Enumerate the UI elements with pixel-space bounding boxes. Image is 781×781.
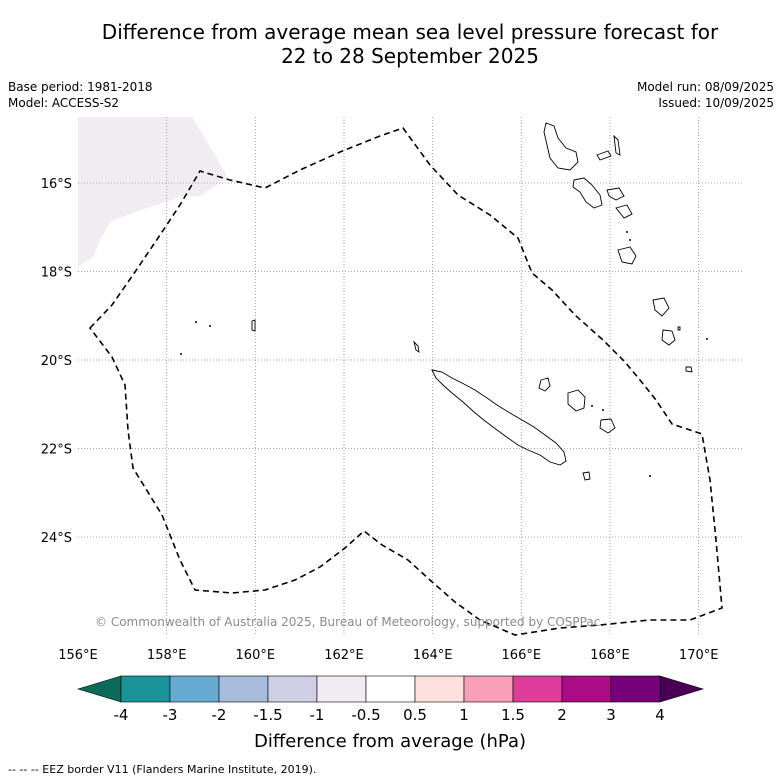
vanuatu-efate <box>617 246 637 265</box>
colorbar-tick-label: 1 <box>459 706 469 724</box>
issued-date: Issued: 10/09/2025 <box>658 96 774 110</box>
gridlines <box>78 117 743 635</box>
colorbar-tick-label: -3 <box>163 706 178 724</box>
loyalty-island-mare <box>599 418 616 434</box>
lat-tick-label: 18°S <box>41 266 72 281</box>
islet-dot <box>626 231 628 233</box>
colorbar-box <box>561 675 612 703</box>
colorbar-tick-label: -4 <box>114 706 129 724</box>
title-line-1: Difference from average mean sea level p… <box>101 20 719 44</box>
colorbar-over-arrow <box>659 675 705 703</box>
colorbar-boxes <box>120 675 661 703</box>
new-caledonia-island <box>431 369 567 466</box>
vanuatu-ambae <box>596 150 612 161</box>
colorbar-box <box>267 675 318 703</box>
vanuatu-maewo <box>613 134 621 156</box>
islet-dot <box>209 325 211 327</box>
vanuatu-tanna <box>661 329 676 346</box>
lon-tick-label: 162°E <box>324 648 364 663</box>
lon-tick-label: 166°E <box>502 648 542 663</box>
belep-islands <box>413 340 420 353</box>
map-background <box>78 117 743 635</box>
islands <box>251 122 693 481</box>
colorbar: -4 -3 -2 -1.5 -1 -0.5 0.5 1 1.5 2 3 4 Difference fr… <box>76 675 705 752</box>
colorbar-box <box>120 675 171 703</box>
lat-tick-label: 20°S <box>41 354 72 369</box>
vanuatu-epi <box>615 204 633 219</box>
colorbar-tick-label: -1 <box>310 706 325 724</box>
colorbar-box <box>512 675 563 703</box>
lon-tick-label: 170°E <box>679 648 719 663</box>
map-panel: © Commonwealth of Australia 2025, Bureau… <box>78 117 743 636</box>
model-name: Model: ACCESS-S2 <box>8 96 120 110</box>
model-run: Model run: 08/09/2025 <box>636 80 774 94</box>
colorbar-box <box>365 675 416 703</box>
islet-dot <box>591 405 593 407</box>
isle-of-pines <box>582 471 591 481</box>
map-title: Difference from average mean sea level p… <box>40 20 780 68</box>
pressure-anomaly-region <box>78 117 228 267</box>
islet-dot <box>649 475 651 477</box>
title-line-2: 22 to 28 September 2025 <box>281 44 539 68</box>
colorbar-tick-label: -0.5 <box>351 706 380 724</box>
colorbar-tick-label: 1.5 <box>501 706 525 724</box>
colorbar-tick-label: 2 <box>557 706 567 724</box>
lon-tick-label: 164°E <box>413 648 453 663</box>
small-islet-east <box>677 326 681 331</box>
lat-tick-labels: 16°S 18°S 20°S 22°S 24°S <box>41 177 72 546</box>
colorbar-tick-label: -2 <box>212 706 227 724</box>
loyalty-island-lifou <box>567 389 586 412</box>
colorbar-box <box>169 675 220 703</box>
vanuatu-pentecost-ambrym <box>606 187 625 201</box>
islet-dots <box>180 231 708 477</box>
lat-tick-label: 24°S <box>41 531 72 546</box>
islet-dot <box>629 239 631 241</box>
lat-tick-label: 22°S <box>41 443 72 458</box>
chesterfield-islet <box>251 319 256 332</box>
base-period: Base period: 1981-2018 <box>8 80 153 94</box>
vanuatu-erromango <box>652 297 670 317</box>
meta-left: Base period: 1981-2018 Model: ACCESS-S2 <box>8 79 153 111</box>
colorbar-tick-label: -1.5 <box>253 706 282 724</box>
colorbar-box <box>218 675 269 703</box>
colorbar-box <box>414 675 465 703</box>
vanuatu-aneityum <box>685 366 693 373</box>
lon-tick-label: 158°E <box>147 648 187 663</box>
meta-right: Model run: 08/09/2025 Issued: 10/09/2025 <box>637 79 774 111</box>
colorbar-box <box>463 675 514 703</box>
loyalty-island-ouvea <box>538 377 551 392</box>
islet-dot <box>180 353 182 355</box>
islet-dot <box>602 409 604 411</box>
colorbar-label: Difference from average (hPa) <box>254 731 526 752</box>
islet-dot <box>195 321 197 323</box>
lon-tick-label: 168°E <box>590 648 630 663</box>
colorbar-under-arrow <box>76 675 122 703</box>
eez-footnote: -- -- -- EEZ border V11 (Flanders Marine… <box>8 763 317 776</box>
lat-tick-label: 16°S <box>41 177 72 192</box>
islet-dot <box>706 338 708 340</box>
vanuatu-malekula <box>572 177 603 209</box>
lon-tick-labels: 156°E 158°E 160°E 162°E 164°E 166°E 168°… <box>58 648 718 663</box>
lon-tick-label: 156°E <box>58 648 98 663</box>
copyright-text: © Commonwealth of Australia 2025, Bureau… <box>95 615 600 629</box>
vanuatu-espiritu-santo <box>543 122 579 171</box>
colorbar-tick-labels: -4 -3 -2 -1.5 -1 -0.5 0.5 1 1.5 2 3 4 <box>114 706 665 724</box>
colorbar-tick-label: 3 <box>606 706 616 724</box>
colorbar-box <box>316 675 367 703</box>
lon-tick-label: 160°E <box>236 648 276 663</box>
colorbar-tick-label: 0.5 <box>403 706 427 724</box>
colorbar-tick-label: 4 <box>655 706 665 724</box>
colorbar-box <box>610 675 661 703</box>
eez-border <box>88 127 723 636</box>
